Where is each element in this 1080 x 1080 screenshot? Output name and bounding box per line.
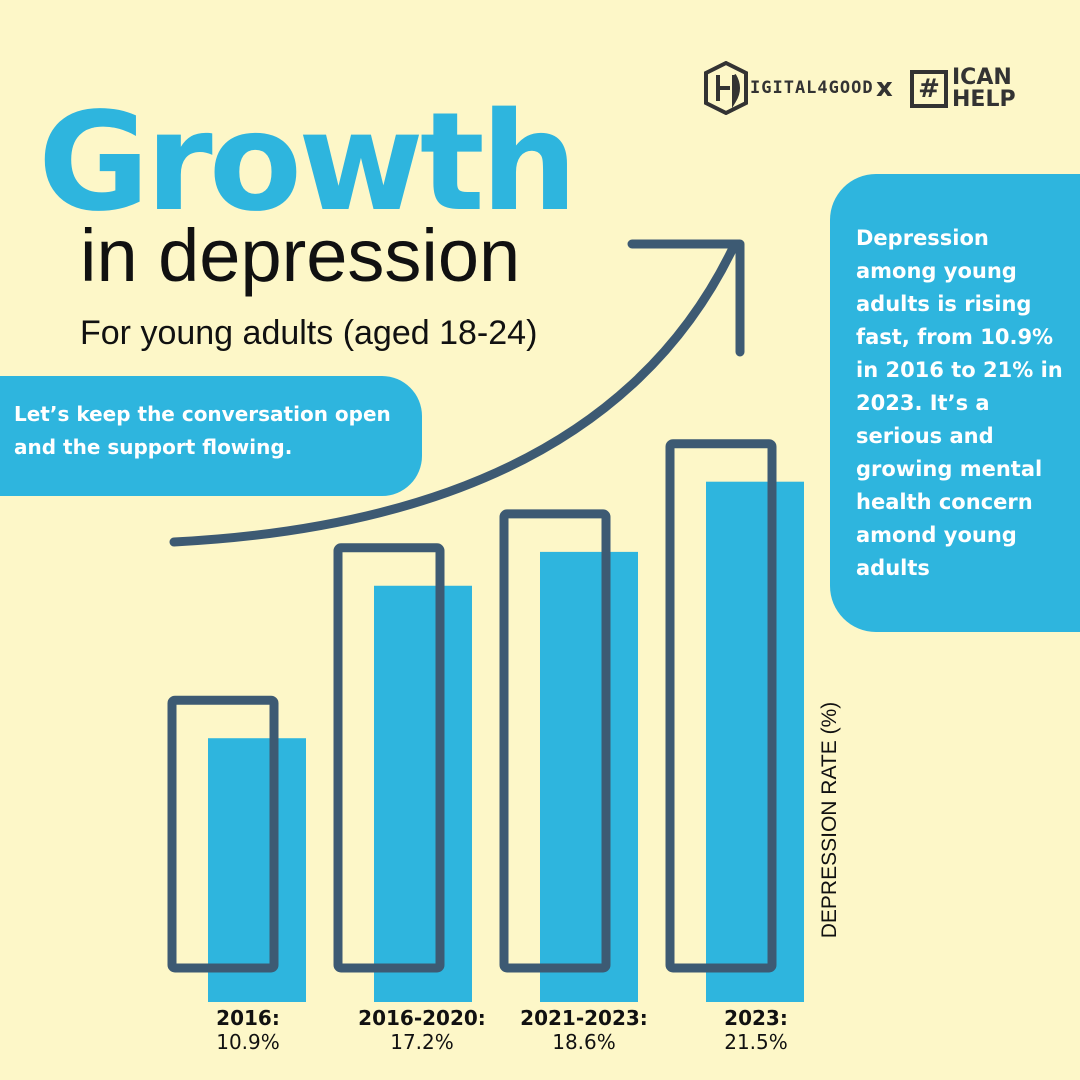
category-label-2: 2016-2020: 17.2% <box>332 1006 512 1054</box>
category-name: 2023: <box>724 1006 788 1030</box>
logo-separator: x <box>876 73 893 103</box>
digital4good-wordmark: IGITAL4GOOD <box>750 78 874 98</box>
category-name: 2016: <box>216 1006 280 1030</box>
bar-4 <box>706 481 804 1002</box>
data-label: 10.9% <box>216 1030 280 1054</box>
category-label-4: 2023: 21.5% <box>666 1006 846 1054</box>
data-label: 17.2% <box>390 1030 454 1054</box>
category-name: 2016-2020: <box>358 1006 486 1030</box>
tagline: For young adults (aged 18-24) <box>80 314 538 352</box>
category-label-1: 2016: 10.9% <box>158 1006 338 1054</box>
data-label: 18.6% <box>552 1030 616 1054</box>
bar-1 <box>208 738 306 1002</box>
callout-right-text: Depression among young adults is rising … <box>856 226 1063 580</box>
icanhelp-hash-icon: # <box>910 70 948 108</box>
page-title: Growth <box>38 84 578 242</box>
arrow-head-icon <box>627 239 745 357</box>
bar-outline-3 <box>499 509 611 973</box>
digital4good-logo: IGITAL4GOOD <box>704 60 874 116</box>
growth-arrow-icon <box>169 245 737 547</box>
icanhelp-wordmark: ICAN HELP <box>952 65 1016 112</box>
callout-left: Let’s keep the conversation open and the… <box>0 376 422 496</box>
callout-left-text: Let’s keep the conversation open and the… <box>14 402 391 459</box>
category-label-3: 2021-2023: 18.6% <box>494 1006 674 1054</box>
digital4good-mark-icon <box>704 61 748 115</box>
bar-outline-1 <box>167 695 279 973</box>
page-subtitle: in depression <box>80 214 521 297</box>
bar-outline-4 <box>665 439 777 973</box>
callout-right: Depression among young adults is rising … <box>830 174 1080 632</box>
bar-3 <box>540 551 638 1002</box>
data-label: 21.5% <box>724 1030 788 1054</box>
icanhelp-logo: # ICAN HELP <box>910 62 1016 116</box>
category-name: 2021-2023: <box>520 1006 648 1030</box>
bar-2 <box>374 585 472 1002</box>
bar-outline-2 <box>333 543 445 973</box>
